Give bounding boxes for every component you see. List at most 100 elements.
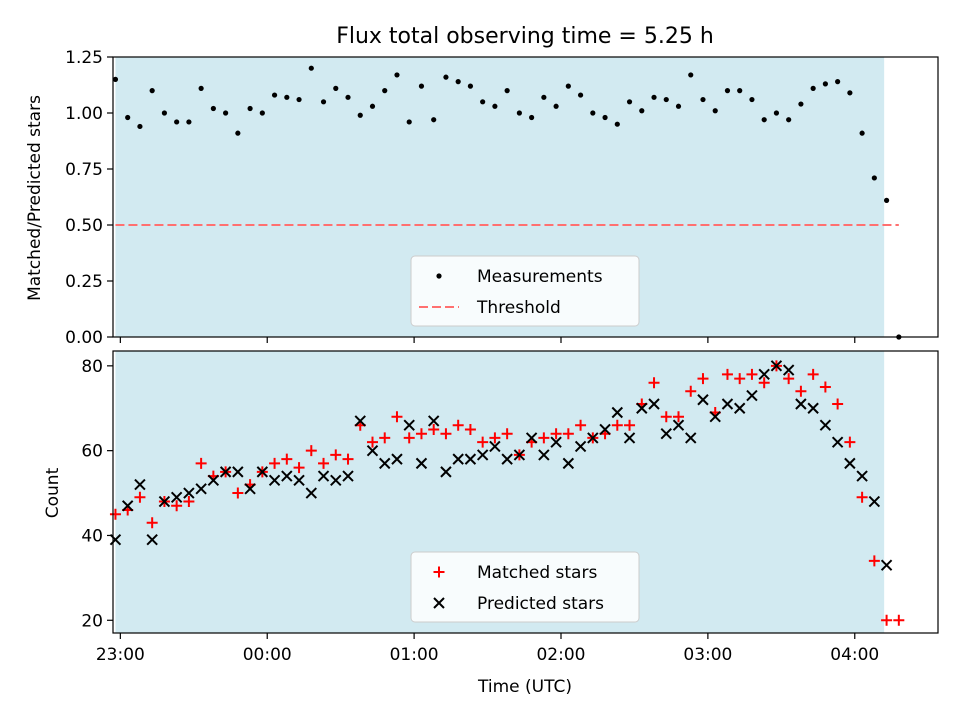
predicted-point: [733, 402, 746, 414]
predicted-point: [427, 415, 440, 427]
predicted-point: [109, 533, 122, 546]
matched-point: [403, 432, 415, 444]
predicted-point: [599, 423, 611, 436]
predicted-point: [440, 466, 452, 478]
top-legend: Measurements Threshold: [410, 255, 640, 327]
matched-point: [452, 419, 464, 431]
measurement-point: [137, 123, 143, 130]
measurement-point: [125, 114, 131, 121]
predicted-point: [758, 368, 770, 381]
measurement-point: [431, 117, 437, 123]
matched-point: [697, 373, 709, 385]
measurement-point: [223, 110, 229, 116]
measurement-point: [700, 96, 706, 103]
predicted-point: [562, 457, 575, 470]
measurement-point: [651, 94, 657, 100]
measurement-point: [418, 83, 425, 89]
measurement-point: [369, 103, 376, 109]
measurement-point: [161, 110, 168, 116]
predicted-point: [697, 394, 709, 406]
predicted-point: [403, 419, 415, 431]
matched-point: [269, 457, 281, 469]
matched-point: [501, 428, 513, 440]
measurement-point: [835, 79, 841, 85]
predicted-point: [513, 449, 526, 461]
matched-point: [893, 614, 905, 626]
predicted-point: [672, 419, 685, 431]
measurement-point: [284, 94, 290, 100]
measurement-point: [406, 119, 412, 125]
predicted-point: [746, 389, 758, 402]
measurement-point: [235, 130, 241, 136]
predicted-point: [256, 466, 269, 478]
matched-point: [844, 436, 856, 448]
predicted-point: [636, 402, 648, 414]
bottom-y-tick-label: 20: [81, 611, 103, 631]
measurement-point: [712, 108, 718, 114]
predicted-point: [342, 470, 354, 482]
matched-point: [195, 457, 207, 469]
predicted-point: [623, 432, 636, 444]
measurement-point: [724, 88, 731, 94]
predicted-point: [244, 483, 256, 495]
measurement-point: [688, 72, 694, 78]
matched-point: [379, 432, 391, 444]
legend-label: Threshold: [476, 298, 561, 318]
predicted-point: [611, 406, 624, 419]
matched-point: [721, 368, 733, 380]
predicted-point: [366, 444, 379, 457]
measurement-point: [186, 119, 192, 125]
measurement-point: [749, 96, 755, 103]
bottom-series-predicted-stars: [109, 360, 893, 571]
predicted-point: [293, 474, 305, 487]
matched-point: [832, 398, 844, 410]
matched-point: [440, 428, 452, 440]
predicted-point: [219, 466, 232, 478]
matched-point: [281, 453, 293, 465]
matched-point: [477, 436, 489, 448]
measurement-point: [614, 121, 620, 127]
measurement-point: [773, 110, 780, 116]
matched-point: [562, 428, 574, 440]
x-tick-label: 03:00: [683, 645, 732, 665]
measurement-point: [737, 88, 743, 94]
measurement-point: [333, 85, 339, 91]
measurement-point: [259, 110, 265, 116]
predicted-point: [819, 419, 832, 431]
predicted-point: [844, 457, 856, 470]
measurement-point: [786, 117, 792, 123]
predicted-point: [501, 453, 513, 465]
bottom-y-tick-label: 80: [81, 357, 103, 377]
measurement-point: [492, 103, 498, 109]
predicted-point: [709, 411, 721, 423]
measurement-point: [345, 94, 351, 100]
top-y-axis-label: Matched/Predicted stars: [25, 95, 45, 301]
predicted-point: [856, 470, 868, 482]
matched-point: [685, 385, 697, 397]
top-y-tick-label: 0.00: [65, 328, 103, 348]
measurement-point: [871, 175, 877, 181]
bottom-y-axis-label: Count: [43, 467, 63, 518]
predicted-point: [195, 483, 207, 495]
measurement-point: [810, 85, 816, 91]
x-tick-label: 04:00: [830, 645, 879, 665]
measurement-point: [198, 85, 204, 91]
matched-point: [550, 428, 562, 440]
predicted-point: [831, 436, 844, 448]
x-axis-label: Time (UTC): [477, 677, 572, 697]
x-tick-label: 01:00: [390, 645, 439, 665]
measurement-point: [455, 79, 461, 85]
predicted-point: [489, 440, 501, 453]
predicted-point: [415, 457, 428, 470]
matched-point: [489, 432, 501, 444]
bottom-axes-frame: [112, 350, 939, 634]
predicted-point: [782, 364, 795, 376]
matched-point: [648, 377, 660, 389]
top-chart-title: Flux total observing time = 5.25 h: [336, 24, 714, 49]
predicted-point: [685, 432, 697, 444]
top-y-tick-label: 0.25: [65, 272, 103, 292]
matched-point: [611, 419, 623, 431]
bottom-legend-box: [410, 551, 640, 623]
measurement-point: [357, 112, 363, 118]
x-tick-label: 23:00: [96, 645, 145, 665]
